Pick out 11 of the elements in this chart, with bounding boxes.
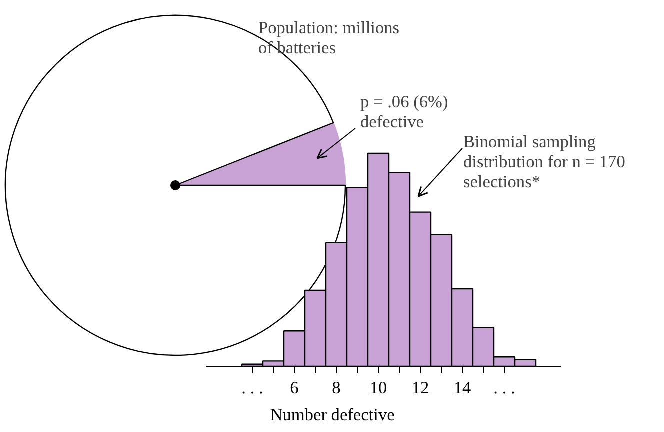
annotation: Binomial sampling distribution for n = 170 selections*	[464, 132, 626, 192]
x-tick-label: 12	[412, 378, 430, 398]
x-tick-label: 6	[290, 378, 300, 398]
x-tick-label: 14	[454, 378, 472, 398]
text: Population: millions of batteries	[258, 18, 400, 58]
x-tick-label: . . .	[242, 378, 264, 398]
x-tick-label: 10	[370, 378, 388, 398]
slice-label: p = .06 (6%) defective	[360, 92, 448, 132]
x-tick-label: . . .	[494, 378, 516, 398]
x-tick-label: 8	[332, 378, 341, 398]
x-axis-title: Number defective	[270, 406, 396, 424]
